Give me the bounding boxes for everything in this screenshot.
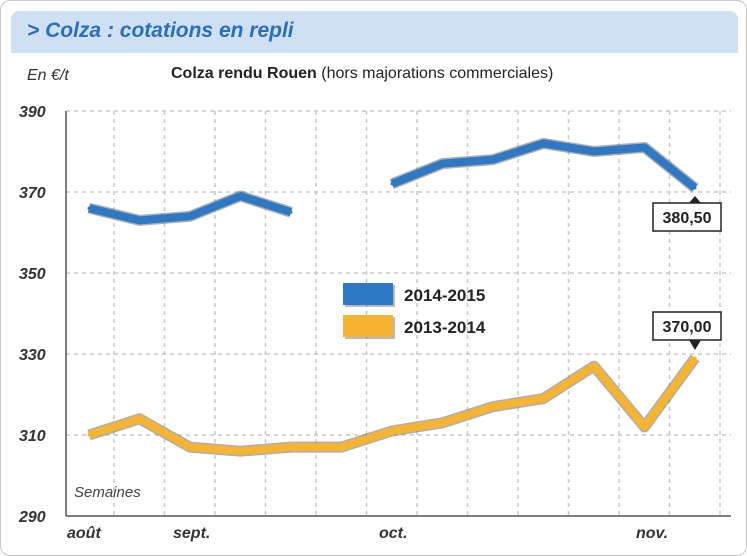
data-point [542,141,545,145]
data-point [491,405,495,409]
chart-header: > Colza : cotations en repli [11,11,738,53]
legend-swatch [343,283,393,305]
data-point [693,356,697,360]
legend-label: 2014-2015 [404,286,485,305]
data-point [643,425,646,429]
data-point [441,421,444,425]
data-point [643,145,646,149]
data-point [390,429,394,433]
callout-pointer [689,195,701,203]
callout-value: 380,50 [663,210,712,227]
data-point [239,449,242,453]
x-period-label: oct. [379,525,407,542]
end-value-callouts: 380,50 370,00 [652,195,722,351]
callout-box [652,311,722,341]
data-point [592,364,596,368]
y-tick-label: 350 [19,266,46,283]
data-point [542,397,545,401]
data-point [239,194,242,198]
y-tick-label: 330 [19,347,46,364]
chart-title-note: (hors majorations commerciales) [321,65,554,82]
x-period-label: août [67,525,101,542]
y-tick-label: 290 [18,509,46,526]
callout-box [652,202,722,232]
data-point [87,433,91,437]
data-point [441,162,444,166]
plot-area [66,111,731,516]
data-point [491,158,495,162]
x-axis-labels: août sept. oct. nov. [67,525,668,542]
data-point [340,445,343,449]
callout-pointer [689,340,701,351]
data-point [289,210,293,214]
chart-title: Colza rendu Rouen (hors majorations comm… [171,65,553,83]
x-axis-note: Semaines [74,484,141,501]
data-point [138,417,141,421]
data-point [289,445,293,449]
chart-heading: > Colza : cotations en repli [27,19,294,42]
data-point [390,182,394,186]
y-tick-label: 390 [19,104,46,121]
legend-swatch [343,315,393,337]
data-point [87,206,91,210]
callout-value: 370,00 [663,319,712,336]
y-tick-label: 310 [19,428,46,445]
y-tick-label: 370 [19,185,46,202]
legend-label: 2013-2014 [404,318,486,337]
series-layer [87,137,700,457]
y-axis-ticks: 390 370 350 330 310 290 [18,104,46,526]
x-period-label: nov. [636,525,668,542]
data-point [693,186,697,190]
data-point [138,218,141,222]
series-2014-2015 [87,137,699,226]
data-point [188,214,192,218]
series-2013-2014 [87,354,700,457]
data-point [188,445,192,449]
chart-title-main: Colza rendu Rouen [171,65,317,82]
data-point [592,150,596,153]
legend: 2014-2015 2013-2014 [343,283,486,339]
unit-label: En €/t [27,67,69,84]
x-period-label: sept. [173,525,210,542]
